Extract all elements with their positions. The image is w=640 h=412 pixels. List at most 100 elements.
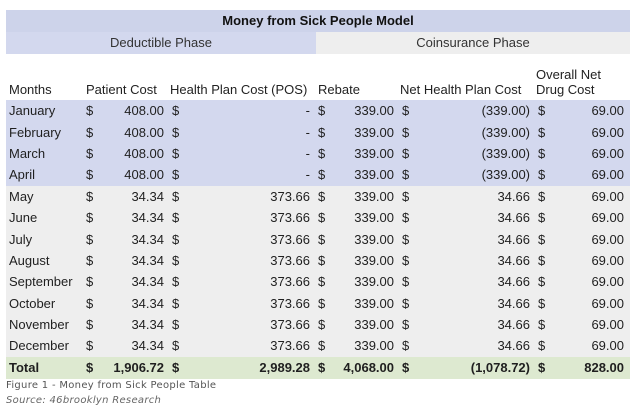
health-plan-cost-cell: $ - <box>170 103 316 118</box>
patient-cost-cell: $34.34 <box>84 210 170 225</box>
net-health-plan-cost-cell: $ (339.00) <box>400 146 536 161</box>
phase-header-row: Deductible Phase Coinsurance Phase <box>6 32 630 54</box>
rebate-cell: $339.00 <box>316 103 400 118</box>
table-row: December $34.34 $373.66 $339.00 $34.66 $69.00 <box>6 335 630 356</box>
table-row: February $408.00 $ - $339.00 $ (339.00) $69.00 <box>6 121 630 142</box>
rebate-cell: $339.00 <box>316 253 400 268</box>
month-cell: January <box>6 103 84 118</box>
net-health-plan-cost-cell: $ (339.00) <box>400 103 536 118</box>
net-health-plan-cost-cell: $34.66 <box>400 232 536 247</box>
overall-net-drug-cost-cell: $69.00 <box>536 210 630 225</box>
col-header-health-plan-cost: Health Plan Cost (POS) <box>170 82 316 100</box>
health-plan-cost-cell: $373.66 <box>170 210 316 225</box>
total-label: Total <box>6 360 84 375</box>
rebate-cell: $339.00 <box>316 210 400 225</box>
month-cell: December <box>6 338 84 353</box>
overall-net-drug-cost-cell: $69.00 <box>536 189 630 204</box>
health-plan-cost-cell: $ - <box>170 167 316 182</box>
deductible-phase-label: Deductible Phase <box>6 32 316 54</box>
total-overall-net-drug-cost: $828.00 <box>536 360 630 375</box>
col-header-rebate: Rebate <box>316 82 400 100</box>
net-health-plan-cost-cell: $ (339.00) <box>400 125 536 140</box>
rebate-cell: $339.00 <box>316 167 400 182</box>
overall-net-drug-cost-cell: $69.00 <box>536 146 630 161</box>
coinsurance-phase-label: Coinsurance Phase <box>316 32 630 54</box>
table-row: March $408.00 $ - $339.00 $ (339.00) $69.00 <box>6 143 630 164</box>
table-row: July $34.34 $373.66 $339.00 $34.66 $69.00 <box>6 228 630 249</box>
table-body: January $408.00 $ - $339.00 $ (339.00) $69.00 Fe… <box>6 100 630 357</box>
rebate-cell: $339.00 <box>316 189 400 204</box>
col-header-patient-cost: Patient Cost <box>84 82 170 100</box>
total-row: Total $1,906.72 $2,989.28 $4,068.00 $ (1,… <box>6 357 630 379</box>
net-health-plan-cost-cell: $34.66 <box>400 317 536 332</box>
col-header-overall-net-drug-cost: Overall Net Drug Cost <box>536 67 630 100</box>
month-cell: June <box>6 210 84 225</box>
month-cell: July <box>6 232 84 247</box>
month-cell: November <box>6 317 84 332</box>
month-cell: August <box>6 253 84 268</box>
patient-cost-cell: $34.34 <box>84 274 170 289</box>
patient-cost-cell: $408.00 <box>84 167 170 182</box>
net-health-plan-cost-cell: $34.66 <box>400 253 536 268</box>
overall-net-drug-cost-cell: $69.00 <box>536 253 630 268</box>
patient-cost-cell: $408.00 <box>84 146 170 161</box>
table-row: October $34.34 $373.66 $339.00 $34.66 $69.00 <box>6 293 630 314</box>
health-plan-cost-cell: $373.66 <box>170 253 316 268</box>
overall-net-drug-cost-cell: $69.00 <box>536 274 630 289</box>
total-rebate: $4,068.00 <box>316 360 400 375</box>
table-row: May $34.34 $373.66 $339.00 $34.66 $69.00 <box>6 186 630 207</box>
health-plan-cost-cell: $373.66 <box>170 338 316 353</box>
net-health-plan-cost-cell: $34.66 <box>400 189 536 204</box>
health-plan-cost-cell: $373.66 <box>170 296 316 311</box>
health-plan-cost-cell: $ - <box>170 125 316 140</box>
table-title: Money from Sick People Model <box>6 10 630 32</box>
table-row: June $34.34 $373.66 $339.00 $34.66 $69.00 <box>6 207 630 228</box>
total-net-health-plan-cost: $ (1,078.72) <box>400 360 536 375</box>
net-health-plan-cost-cell: $34.66 <box>400 296 536 311</box>
net-health-plan-cost-cell: $ (339.00) <box>400 167 536 182</box>
figure-source: Source: 46brooklyn Research <box>6 395 161 406</box>
net-health-plan-cost-cell: $34.66 <box>400 338 536 353</box>
patient-cost-cell: $34.34 <box>84 253 170 268</box>
month-cell: February <box>6 125 84 140</box>
net-health-plan-cost-cell: $34.66 <box>400 210 536 225</box>
col-header-overall-line2: Drug Cost <box>536 82 630 97</box>
table-row: September $34.34 $373.66 $339.00 $34.66 $69.0… <box>6 271 630 292</box>
rebate-cell: $339.00 <box>316 232 400 247</box>
rebate-cell: $339.00 <box>316 146 400 161</box>
col-header-months: Months <box>6 82 84 100</box>
month-cell: March <box>6 146 84 161</box>
overall-net-drug-cost-cell: $69.00 <box>536 125 630 140</box>
patient-cost-cell: $34.34 <box>84 338 170 353</box>
patient-cost-cell: $408.00 <box>84 103 170 118</box>
month-cell: May <box>6 189 84 204</box>
health-plan-cost-cell: $373.66 <box>170 317 316 332</box>
rebate-cell: $339.00 <box>316 274 400 289</box>
overall-net-drug-cost-cell: $69.00 <box>536 167 630 182</box>
figure-caption: Figure 1 - Money from Sick People Table <box>6 380 216 391</box>
table-row: August $34.34 $373.66 $339.00 $34.66 $69.00 <box>6 250 630 271</box>
health-plan-cost-cell: $373.66 <box>170 232 316 247</box>
overall-net-drug-cost-cell: $69.00 <box>536 103 630 118</box>
net-health-plan-cost-cell: $34.66 <box>400 274 536 289</box>
health-plan-cost-cell: $ - <box>170 146 316 161</box>
total-health-plan-cost: $2,989.28 <box>170 360 316 375</box>
rebate-cell: $339.00 <box>316 317 400 332</box>
col-header-overall-line1: Overall Net <box>536 67 630 82</box>
health-plan-cost-cell: $373.66 <box>170 274 316 289</box>
column-header-row: Months Patient Cost Health Plan Cost (PO… <box>6 54 630 100</box>
month-cell: September <box>6 274 84 289</box>
rebate-cell: $339.00 <box>316 125 400 140</box>
money-table: Money from Sick People Model Deductible … <box>6 10 630 379</box>
patient-cost-cell: $408.00 <box>84 125 170 140</box>
month-cell: April <box>6 167 84 182</box>
col-header-net-health-plan-cost: Net Health Plan Cost <box>400 82 536 100</box>
overall-net-drug-cost-cell: $69.00 <box>536 232 630 247</box>
month-cell: October <box>6 296 84 311</box>
table-row: November $34.34 $373.66 $339.00 $34.66 $69.00 <box>6 314 630 335</box>
patient-cost-cell: $34.34 <box>84 317 170 332</box>
total-patient-cost: $1,906.72 <box>84 360 170 375</box>
overall-net-drug-cost-cell: $69.00 <box>536 296 630 311</box>
overall-net-drug-cost-cell: $69.00 <box>536 317 630 332</box>
overall-net-drug-cost-cell: $69.00 <box>536 338 630 353</box>
